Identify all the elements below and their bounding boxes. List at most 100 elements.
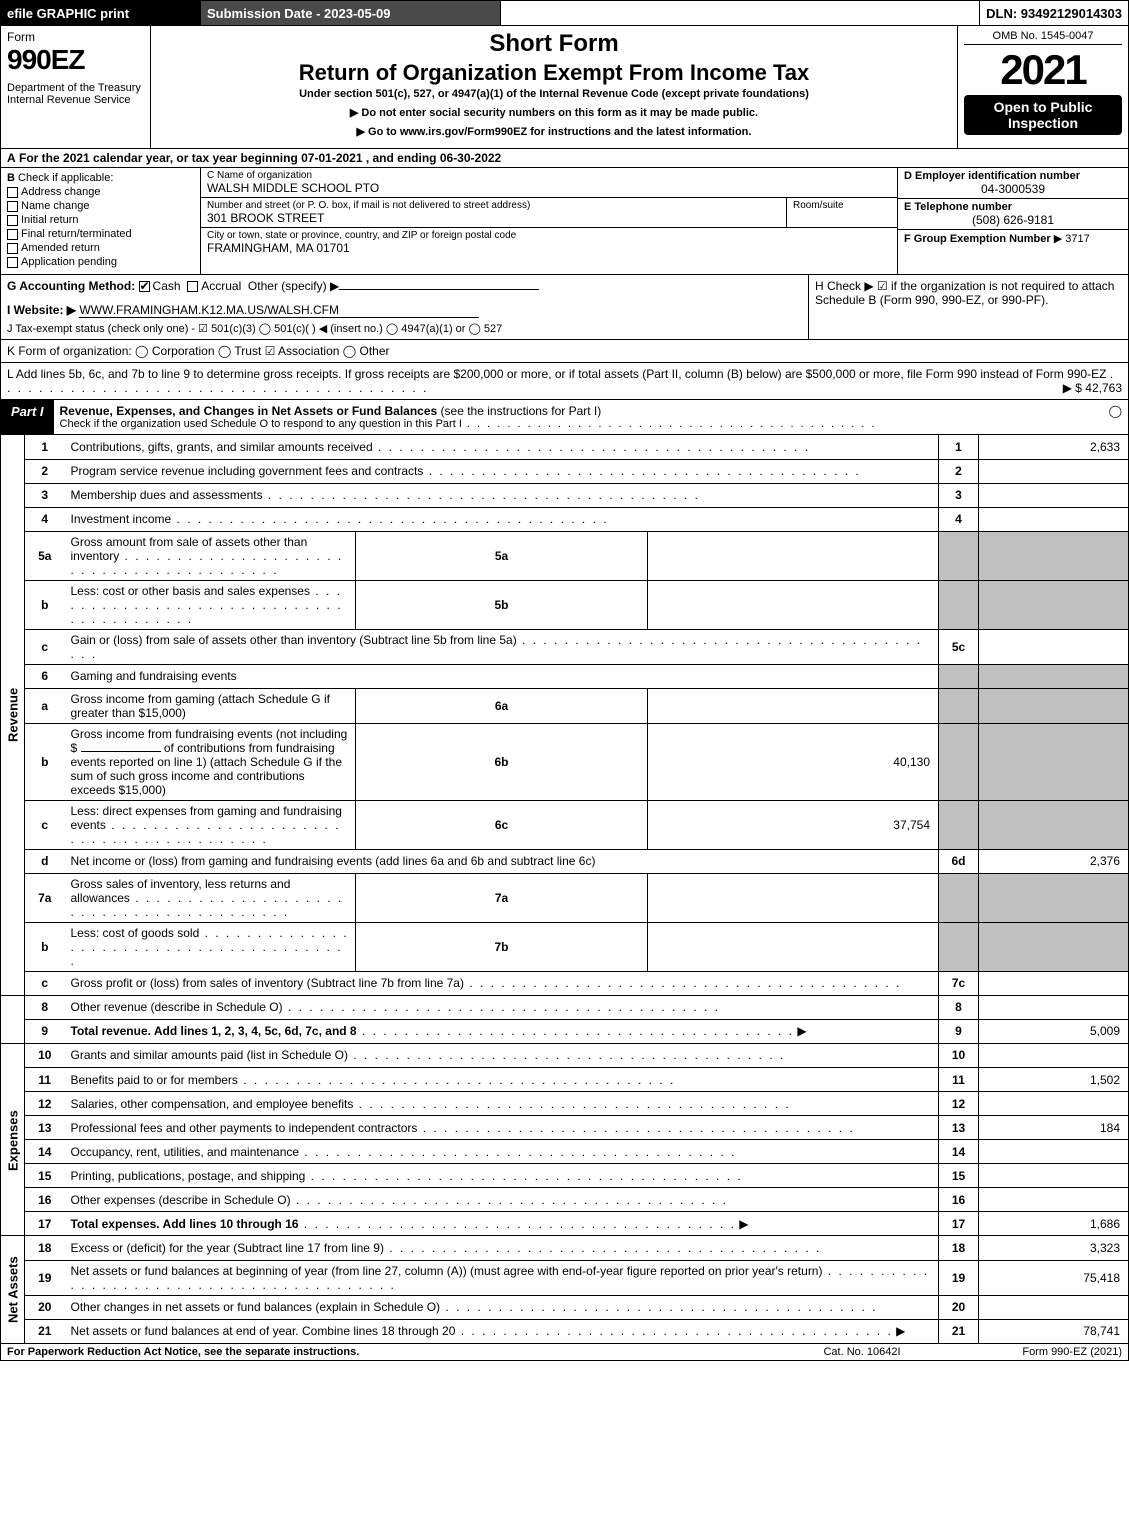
- line-14-desc: Occupancy, rent, utilities, and maintena…: [71, 1145, 300, 1159]
- chk-final-return[interactable]: Final return/terminated: [7, 228, 194, 240]
- table-row: 19 Net assets or fund balances at beginn…: [1, 1260, 1129, 1295]
- table-row: Expenses 10 Grants and similar amounts p…: [1, 1044, 1129, 1068]
- line-3-col: 3: [939, 483, 979, 507]
- dln-label: DLN: 93492129014303: [980, 1, 1128, 25]
- line-1-desc: Contributions, gifts, grants, and simila…: [71, 440, 373, 454]
- line-17-col: 17: [939, 1212, 979, 1236]
- line-13-desc: Professional fees and other payments to …: [71, 1121, 418, 1135]
- row-g-label: G Accounting Method:: [7, 279, 135, 293]
- page-footer: For Paperwork Reduction Act Notice, see …: [0, 1344, 1129, 1361]
- col-def: D Employer identification number 04-3000…: [898, 168, 1128, 274]
- line-20-amt: [979, 1295, 1129, 1319]
- line-5b-desc: Less: cost or other basis and sales expe…: [71, 584, 310, 598]
- line-6c-amt-grey: [979, 800, 1129, 849]
- chk-address-change[interactable]: Address change: [7, 186, 194, 198]
- other-specify-input[interactable]: [339, 289, 539, 290]
- return-title: Return of Organization Exempt From Incom…: [157, 60, 951, 86]
- line-20-col: 20: [939, 1295, 979, 1319]
- revenue-side-cont: [1, 995, 25, 1043]
- line-9-col: 9: [939, 1019, 979, 1043]
- table-row: 15 Printing, publications, postage, and …: [1, 1164, 1129, 1188]
- chk-cash[interactable]: [139, 281, 150, 292]
- line-7c-desc: Gross profit or (loss) from sales of inv…: [71, 976, 464, 990]
- line-13-num: 13: [25, 1116, 65, 1140]
- line-11-col: 11: [939, 1068, 979, 1092]
- line-20-desc: Other changes in net assets or fund bala…: [71, 1300, 441, 1314]
- line-21-col: 21: [939, 1319, 979, 1343]
- line-11-num: 11: [25, 1068, 65, 1092]
- website-value[interactable]: WWW.FRAMINGHAM.K12.MA.US/WALSH.CFM: [79, 303, 479, 318]
- line-6c-num: c: [25, 800, 65, 849]
- row-g: G Accounting Method: Cash Accrual Other …: [1, 275, 808, 339]
- line-7b-num: b: [25, 922, 65, 971]
- netassets-table: Net Assets 18 Excess or (deficit) for th…: [0, 1236, 1129, 1344]
- line-15-desc: Printing, publications, postage, and shi…: [71, 1169, 306, 1183]
- street-row: Number and street (or P. O. box, if mail…: [201, 198, 897, 228]
- phone-value: (508) 626-9181: [904, 213, 1122, 227]
- chk-name-change[interactable]: Name change: [7, 200, 194, 212]
- line-5b-box: 5b: [356, 580, 647, 629]
- ein-label: D Employer identification number: [904, 170, 1122, 182]
- line-7b-amt-grey: [979, 922, 1129, 971]
- chk-amended-return[interactable]: Amended return: [7, 242, 194, 254]
- phone-label: E Telephone number: [904, 201, 1122, 213]
- netassets-side-label: Net Assets: [1, 1236, 25, 1343]
- line-18-col: 18: [939, 1236, 979, 1260]
- revenue-table: Revenue 1 Contributions, gifts, grants, …: [0, 435, 1129, 1044]
- row-a-label: A: [7, 151, 16, 165]
- row-k: K Form of organization: ◯ Corporation ◯ …: [0, 340, 1129, 363]
- line-12-desc: Salaries, other compensation, and employ…: [71, 1097, 354, 1111]
- line-17-num: 17: [25, 1212, 65, 1236]
- line-3-amt: [979, 483, 1129, 507]
- omb-number: OMB No. 1545-0047: [964, 30, 1122, 45]
- street-value: 301 BROOK STREET: [207, 211, 780, 225]
- line-6-grey: [939, 664, 979, 688]
- row-l-value: ▶ $ 42,763: [1063, 381, 1122, 395]
- line-21-amt: 78,741: [979, 1319, 1129, 1343]
- table-row: 5a Gross amount from sale of assets othe…: [1, 531, 1129, 580]
- org-name-cell: C Name of organization WALSH MIDDLE SCHO…: [201, 168, 897, 198]
- header-right: OMB No. 1545-0047 2021 Open to Public In…: [958, 26, 1128, 148]
- city-value: FRAMINGHAM, MA 01701: [207, 241, 891, 255]
- line-6b-boxval: 40,130: [647, 723, 938, 800]
- city-cell: City or town, state or province, country…: [201, 228, 897, 257]
- section-bcdef: B Check if applicable: Address change Na…: [0, 168, 1129, 275]
- line-2-amt: [979, 459, 1129, 483]
- line-6c-grey: [939, 800, 979, 849]
- line-5a-box: 5a: [356, 531, 647, 580]
- header-center: Short Form Return of Organization Exempt…: [151, 26, 958, 148]
- line-9-desc: Total revenue. Add lines 1, 2, 3, 4, 5c,…: [71, 1024, 357, 1038]
- line-6b-amt-grey: [979, 723, 1129, 800]
- efile-print-label[interactable]: efile GRAPHIC print: [1, 1, 201, 25]
- table-row: 7a Gross sales of inventory, less return…: [1, 873, 1129, 922]
- line-6a-num: a: [25, 688, 65, 723]
- footer-right: Form 990-EZ (2021): [942, 1346, 1122, 1358]
- line-6d-col: 6d: [939, 849, 979, 873]
- line-5a-amt-grey: [979, 531, 1129, 580]
- chk-application-pending[interactable]: Application pending: [7, 256, 194, 268]
- line-7a-amt-grey: [979, 873, 1129, 922]
- table-row: b Less: cost or other basis and sales ex…: [1, 580, 1129, 629]
- topbar-spacer: [501, 1, 980, 25]
- ein-value: 04-3000539: [904, 182, 1122, 196]
- part-1-check[interactable]: ◯: [1088, 400, 1128, 434]
- line-15-col: 15: [939, 1164, 979, 1188]
- table-row: Revenue 1 Contributions, gifts, grants, …: [1, 435, 1129, 459]
- goto-link[interactable]: ▶ Go to www.irs.gov/Form990EZ for instru…: [157, 125, 951, 138]
- form-number: 990EZ: [7, 44, 144, 76]
- dept-label: Department of the Treasury Internal Reve…: [7, 82, 144, 106]
- line-19-col: 19: [939, 1260, 979, 1295]
- line-6a-desc: Gross income from gaming (attach Schedul…: [71, 692, 330, 720]
- ein-cell: D Employer identification number 04-3000…: [898, 168, 1128, 199]
- line-11-desc: Benefits paid to or for members: [71, 1073, 238, 1087]
- line-7b-grey: [939, 922, 979, 971]
- accrual-label: Accrual: [201, 279, 241, 293]
- chk-initial-return[interactable]: Initial return: [7, 214, 194, 226]
- line-5a-grey: [939, 531, 979, 580]
- expenses-side-label: Expenses: [1, 1044, 25, 1236]
- chk-accrual[interactable]: [187, 281, 198, 292]
- line-5c-col: 5c: [939, 629, 979, 664]
- line-7b-desc: Less: cost of goods sold: [71, 926, 200, 940]
- table-row: 3 Membership dues and assessments 3: [1, 483, 1129, 507]
- open-inspection-badge: Open to Public Inspection: [964, 95, 1122, 135]
